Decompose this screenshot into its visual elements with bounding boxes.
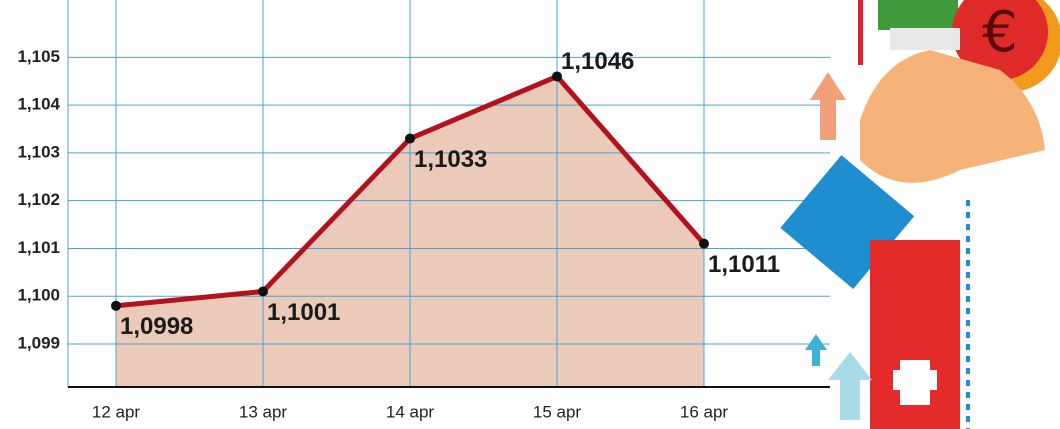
value-label: 1,1046 [561,48,634,75]
point [111,301,121,311]
x-tick-label: 16 apr [680,402,729,421]
chart: 1,099 1,100 1,101 1,102 1,103 1,104 1,105 12 ap… [0,0,1060,429]
x-tick-label: 12 apr [92,402,141,421]
value-label: 1,1033 [414,146,487,173]
x-tick-label: 14 apr [386,402,435,421]
svg-text:€: € [982,0,1018,65]
x-tick-label: 15 apr [533,402,582,421]
y-tick-label: 1,102 [17,190,60,209]
value-label: 1,1001 [267,299,340,326]
y-tick-label: 1,101 [17,238,60,257]
plot: 1,099 1,100 1,101 1,102 1,103 1,104 1,105 12 ap… [17,0,830,421]
point [405,134,415,144]
page: 1,099 1,100 1,101 1,102 1,103 1,104 1,105 12 ap… [0,0,1060,429]
y-tick-label: 1,105 [17,47,60,66]
y-tick-label: 1,104 [17,95,60,114]
y-tick-label: 1,100 [17,286,60,305]
y-tick-label: 1,103 [17,142,60,161]
value-label: 1,0998 [120,313,193,340]
x-tick-label: 13 apr [239,402,288,421]
illustration: € [780,0,1060,429]
point [258,286,268,296]
y-tick-label: 1,099 [17,333,60,352]
point [699,239,709,249]
value-label: 1,1011 [708,251,780,278]
